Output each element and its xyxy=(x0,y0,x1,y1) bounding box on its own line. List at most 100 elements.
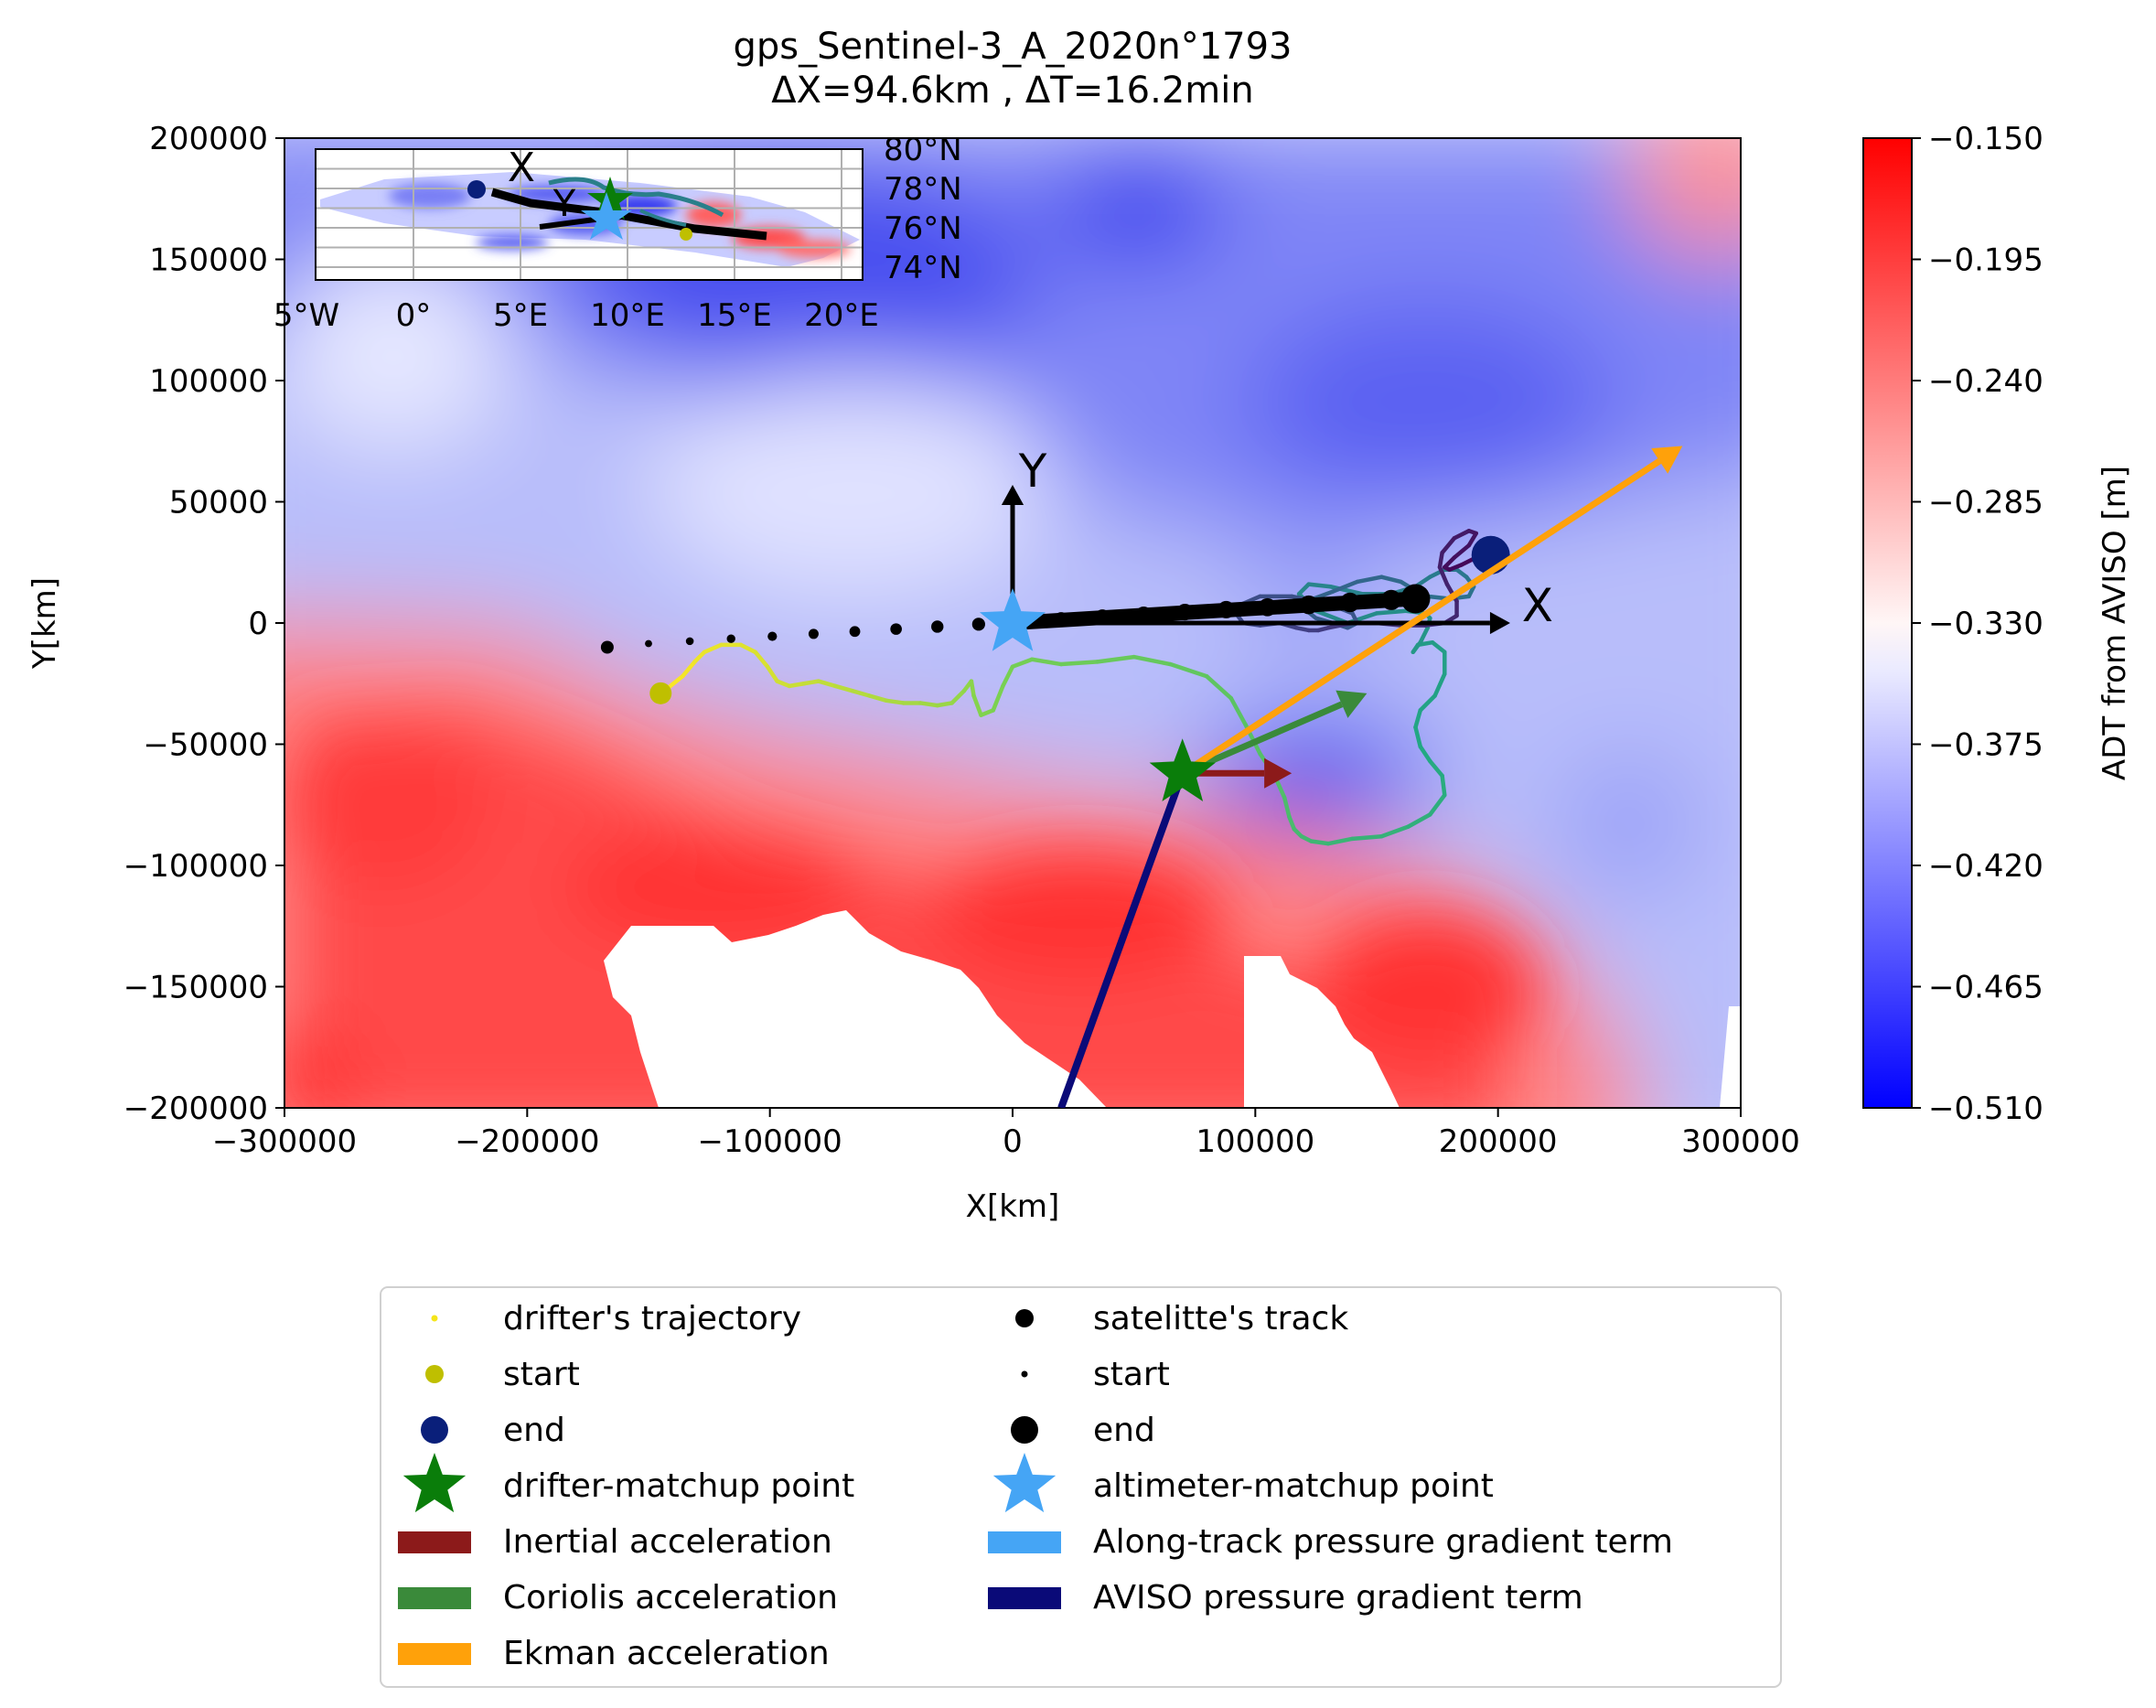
legend-entry: drifter's trajectory xyxy=(431,1300,801,1337)
inset-lat-label: 76°N xyxy=(884,210,962,247)
drifter-trajectory-segment xyxy=(917,701,939,708)
legend-label: start xyxy=(1093,1356,1170,1393)
drifter-trajectory-segment xyxy=(680,660,697,679)
local-x-axis-arrow-head xyxy=(1489,611,1510,635)
legend-entry: end xyxy=(1011,1412,1155,1449)
drifter-trajectory-segment xyxy=(787,682,807,689)
legend-marker xyxy=(421,1416,448,1444)
x-tick-label: 300000 xyxy=(1681,1123,1800,1160)
drifter-trajectory-segment xyxy=(1440,536,1457,555)
inset-end-marker xyxy=(467,180,486,199)
drifter-trajectory-segment xyxy=(1452,529,1472,541)
drifter-trajectory-segment xyxy=(1010,657,1035,669)
drifter-trajectory-segment xyxy=(850,688,872,698)
drifter-trajectory-segment xyxy=(935,701,954,708)
drifter-trajectory-segment xyxy=(1466,531,1479,548)
satellite-end-marker xyxy=(1400,584,1431,614)
colorbar: ADT from AVISO [m] −0.150 −0.195 −0.240 −0.… xyxy=(1862,121,2133,1127)
chart-title-line1: gps_Sentinel-3_A_2020n°1793 xyxy=(733,26,1292,68)
drifter-trajectory-segment xyxy=(1379,575,1403,585)
drifter-trajectory-segment xyxy=(1418,626,1430,645)
chart-title-line2: ΔX=94.6km , ΔT=16.2min xyxy=(771,70,1253,112)
legend-entry: satelitte's track xyxy=(1015,1300,1348,1337)
legend-marker xyxy=(425,1365,444,1383)
colorbar-tick-label: −0.420 xyxy=(1928,848,2043,885)
drifter-trajectory-segment xyxy=(668,674,685,689)
x-tick-label: 100000 xyxy=(1196,1123,1314,1160)
drifter-trajectory-segment xyxy=(1001,664,1015,689)
y-tick-label: −200000 xyxy=(123,1090,268,1127)
drifter-trajectory-segment xyxy=(765,664,779,683)
drifter-trajectory-segment xyxy=(1432,671,1447,698)
legend-label: Coriolis acceleration xyxy=(503,1579,838,1617)
drifter-trajectory-segment xyxy=(979,708,996,717)
satellite-track-point xyxy=(931,620,944,633)
satellite-start-marker xyxy=(600,640,614,654)
drifter-trajectory-segment xyxy=(1413,708,1423,730)
y-tick-label: 200000 xyxy=(149,121,268,157)
local-x-axis-label: X xyxy=(1522,579,1553,632)
drifter-trajectory-segment xyxy=(1443,555,1457,570)
legend-label: Along-track pressure gradient term xyxy=(1093,1523,1673,1561)
legend-label: Inertial acceleration xyxy=(503,1523,832,1561)
drifter-trajectory-segment xyxy=(753,650,770,669)
colorbar-tick-label: −0.510 xyxy=(1928,1090,2043,1127)
legend-label: start xyxy=(503,1356,580,1393)
data-layer: XY xyxy=(600,445,1683,1108)
x-tick-label: −300000 xyxy=(212,1123,357,1160)
drifter-trajectory-segment xyxy=(1095,654,1136,664)
legend: drifter's trajectory satelitte's track sta… xyxy=(380,1286,1782,1688)
legend-label: end xyxy=(1093,1412,1155,1449)
colorbar-tick-label: −0.195 xyxy=(1928,242,2043,279)
legend-label: drifter-matchup point xyxy=(503,1467,854,1505)
legend-patch xyxy=(398,1587,471,1609)
coriolis-acceleration-vector xyxy=(1181,690,1368,777)
satellite-track-point xyxy=(726,634,735,643)
inset-y-label: Y xyxy=(552,183,576,225)
drifter-trajectory-segment xyxy=(1029,657,1064,667)
inset-lat-label: 74°N xyxy=(884,250,962,286)
inset-lon-label: 5°E xyxy=(493,297,548,334)
drifter-trajectory-segment xyxy=(1325,836,1355,846)
colorbar-tick-label: −0.330 xyxy=(1928,606,2043,642)
legend-marker xyxy=(1011,1416,1038,1444)
drifter-start-marker xyxy=(649,682,672,704)
drifter-trajectory-segment xyxy=(1287,814,1297,832)
legend-entry: start xyxy=(425,1356,580,1393)
legend-entry: end xyxy=(421,1412,565,1449)
drifter-trajectory-segment xyxy=(1325,623,1343,630)
colorbar-label: ADT from AVISO [m] xyxy=(2097,466,2133,780)
drifter-trajectory-segment xyxy=(1282,795,1292,820)
inset-x-label: X xyxy=(508,145,535,191)
drifter-trajectory-segment xyxy=(816,679,838,689)
inset-lat-label: 80°N xyxy=(884,132,962,168)
inset-lat-label: 78°N xyxy=(884,171,962,208)
y-tick-label: −150000 xyxy=(123,970,268,1006)
x-tick-label: 0 xyxy=(1003,1123,1023,1160)
x-axis-label: X[km] xyxy=(966,1188,1060,1225)
drifter-trajectory-segment xyxy=(1379,824,1411,839)
legend-label: drifter's trajectory xyxy=(503,1300,801,1337)
drifter-trajectory-segment xyxy=(1374,608,1409,616)
satellite-track-point xyxy=(849,626,861,638)
drifter-trajectory-segment xyxy=(1406,812,1432,829)
inset-start-marker xyxy=(680,228,692,241)
inset-drifter-trajectory-late xyxy=(639,209,687,227)
drifter-trajectory-segment xyxy=(1058,660,1100,667)
aviso-pressure-gradient-term-vector xyxy=(1057,771,1186,1108)
altimeter-matchup-icon xyxy=(979,588,1046,651)
ekman-acceleration-vector-head xyxy=(1651,446,1683,474)
ekman-acceleration-vector-shaft xyxy=(1180,458,1662,777)
legend-label: satelitte's track xyxy=(1093,1300,1348,1337)
colorbar-tick-label: −0.465 xyxy=(1928,970,2043,1006)
y-tick-label: −50000 xyxy=(143,727,268,764)
inset-altimeter-matchup-icon xyxy=(581,192,632,240)
inset-drifter-matchup-icon xyxy=(587,177,633,220)
drifter-trajectory-segment xyxy=(801,679,821,686)
inset-lon-label: 15°E xyxy=(697,297,772,334)
drifter-trajectory-segment xyxy=(1205,674,1234,701)
legend-frame xyxy=(380,1286,1782,1688)
legend-star-icon xyxy=(402,1453,467,1513)
legend-entry: Inertial acceleration xyxy=(398,1523,832,1561)
